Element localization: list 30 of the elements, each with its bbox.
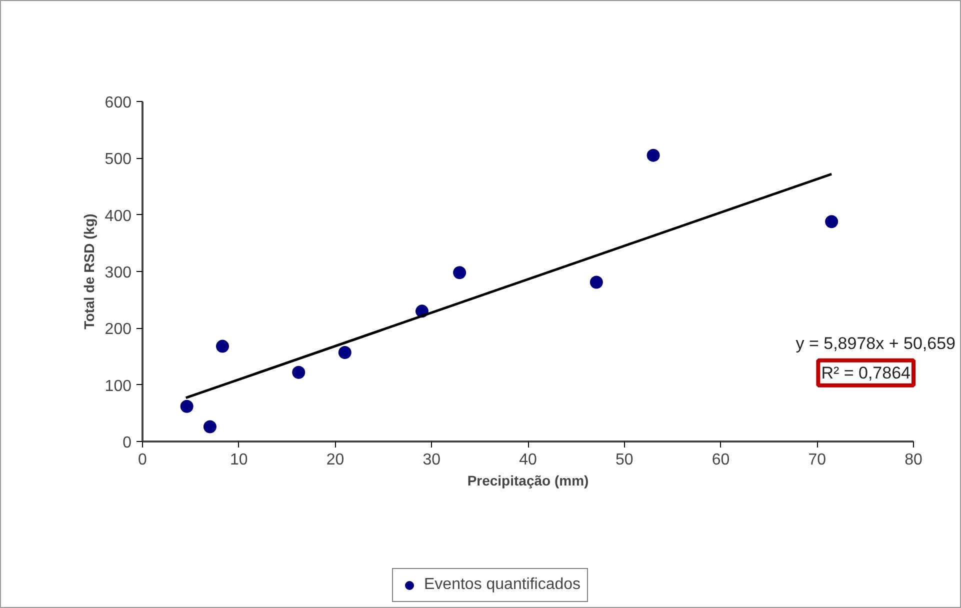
x-tick-label: 30 bbox=[422, 452, 441, 468]
point bbox=[180, 400, 194, 413]
point bbox=[590, 276, 603, 289]
y-tick-label: 200 bbox=[104, 321, 132, 338]
point bbox=[646, 148, 660, 162]
point bbox=[825, 215, 838, 228]
point bbox=[338, 346, 352, 360]
point bbox=[292, 366, 306, 379]
y-tick-label: 300 bbox=[104, 264, 132, 282]
point bbox=[203, 420, 216, 434]
y-tick-label: 100 bbox=[104, 378, 132, 395]
x-tick-label: 40 bbox=[519, 452, 537, 468]
legend-label: Eventos quantificados bbox=[424, 576, 581, 594]
x-tick-label: 0 bbox=[138, 452, 148, 468]
x-tick-label: 20 bbox=[326, 452, 344, 468]
y-axis-title: Total de RSD (kg) bbox=[80, 214, 97, 330]
y-tick-label: 600 bbox=[104, 94, 132, 112]
annotation: y = 5,8978x + 50,659 bbox=[796, 334, 956, 354]
y-tick-label: 500 bbox=[104, 151, 132, 168]
annotation: R² = 0,7864 bbox=[821, 363, 911, 382]
x-axis-title: Precipitação (mm) bbox=[467, 472, 589, 488]
point bbox=[216, 340, 229, 353]
x-tick-label: 50 bbox=[615, 452, 634, 468]
y-tick-label: 0 bbox=[122, 434, 132, 452]
x-tick-label: 60 bbox=[712, 452, 730, 468]
x-tick-label: 70 bbox=[808, 452, 826, 468]
x-tick-label: 10 bbox=[230, 452, 248, 468]
point bbox=[453, 266, 466, 280]
x-tick-label: 80 bbox=[904, 452, 922, 468]
y-tick-label: 400 bbox=[104, 208, 132, 225]
